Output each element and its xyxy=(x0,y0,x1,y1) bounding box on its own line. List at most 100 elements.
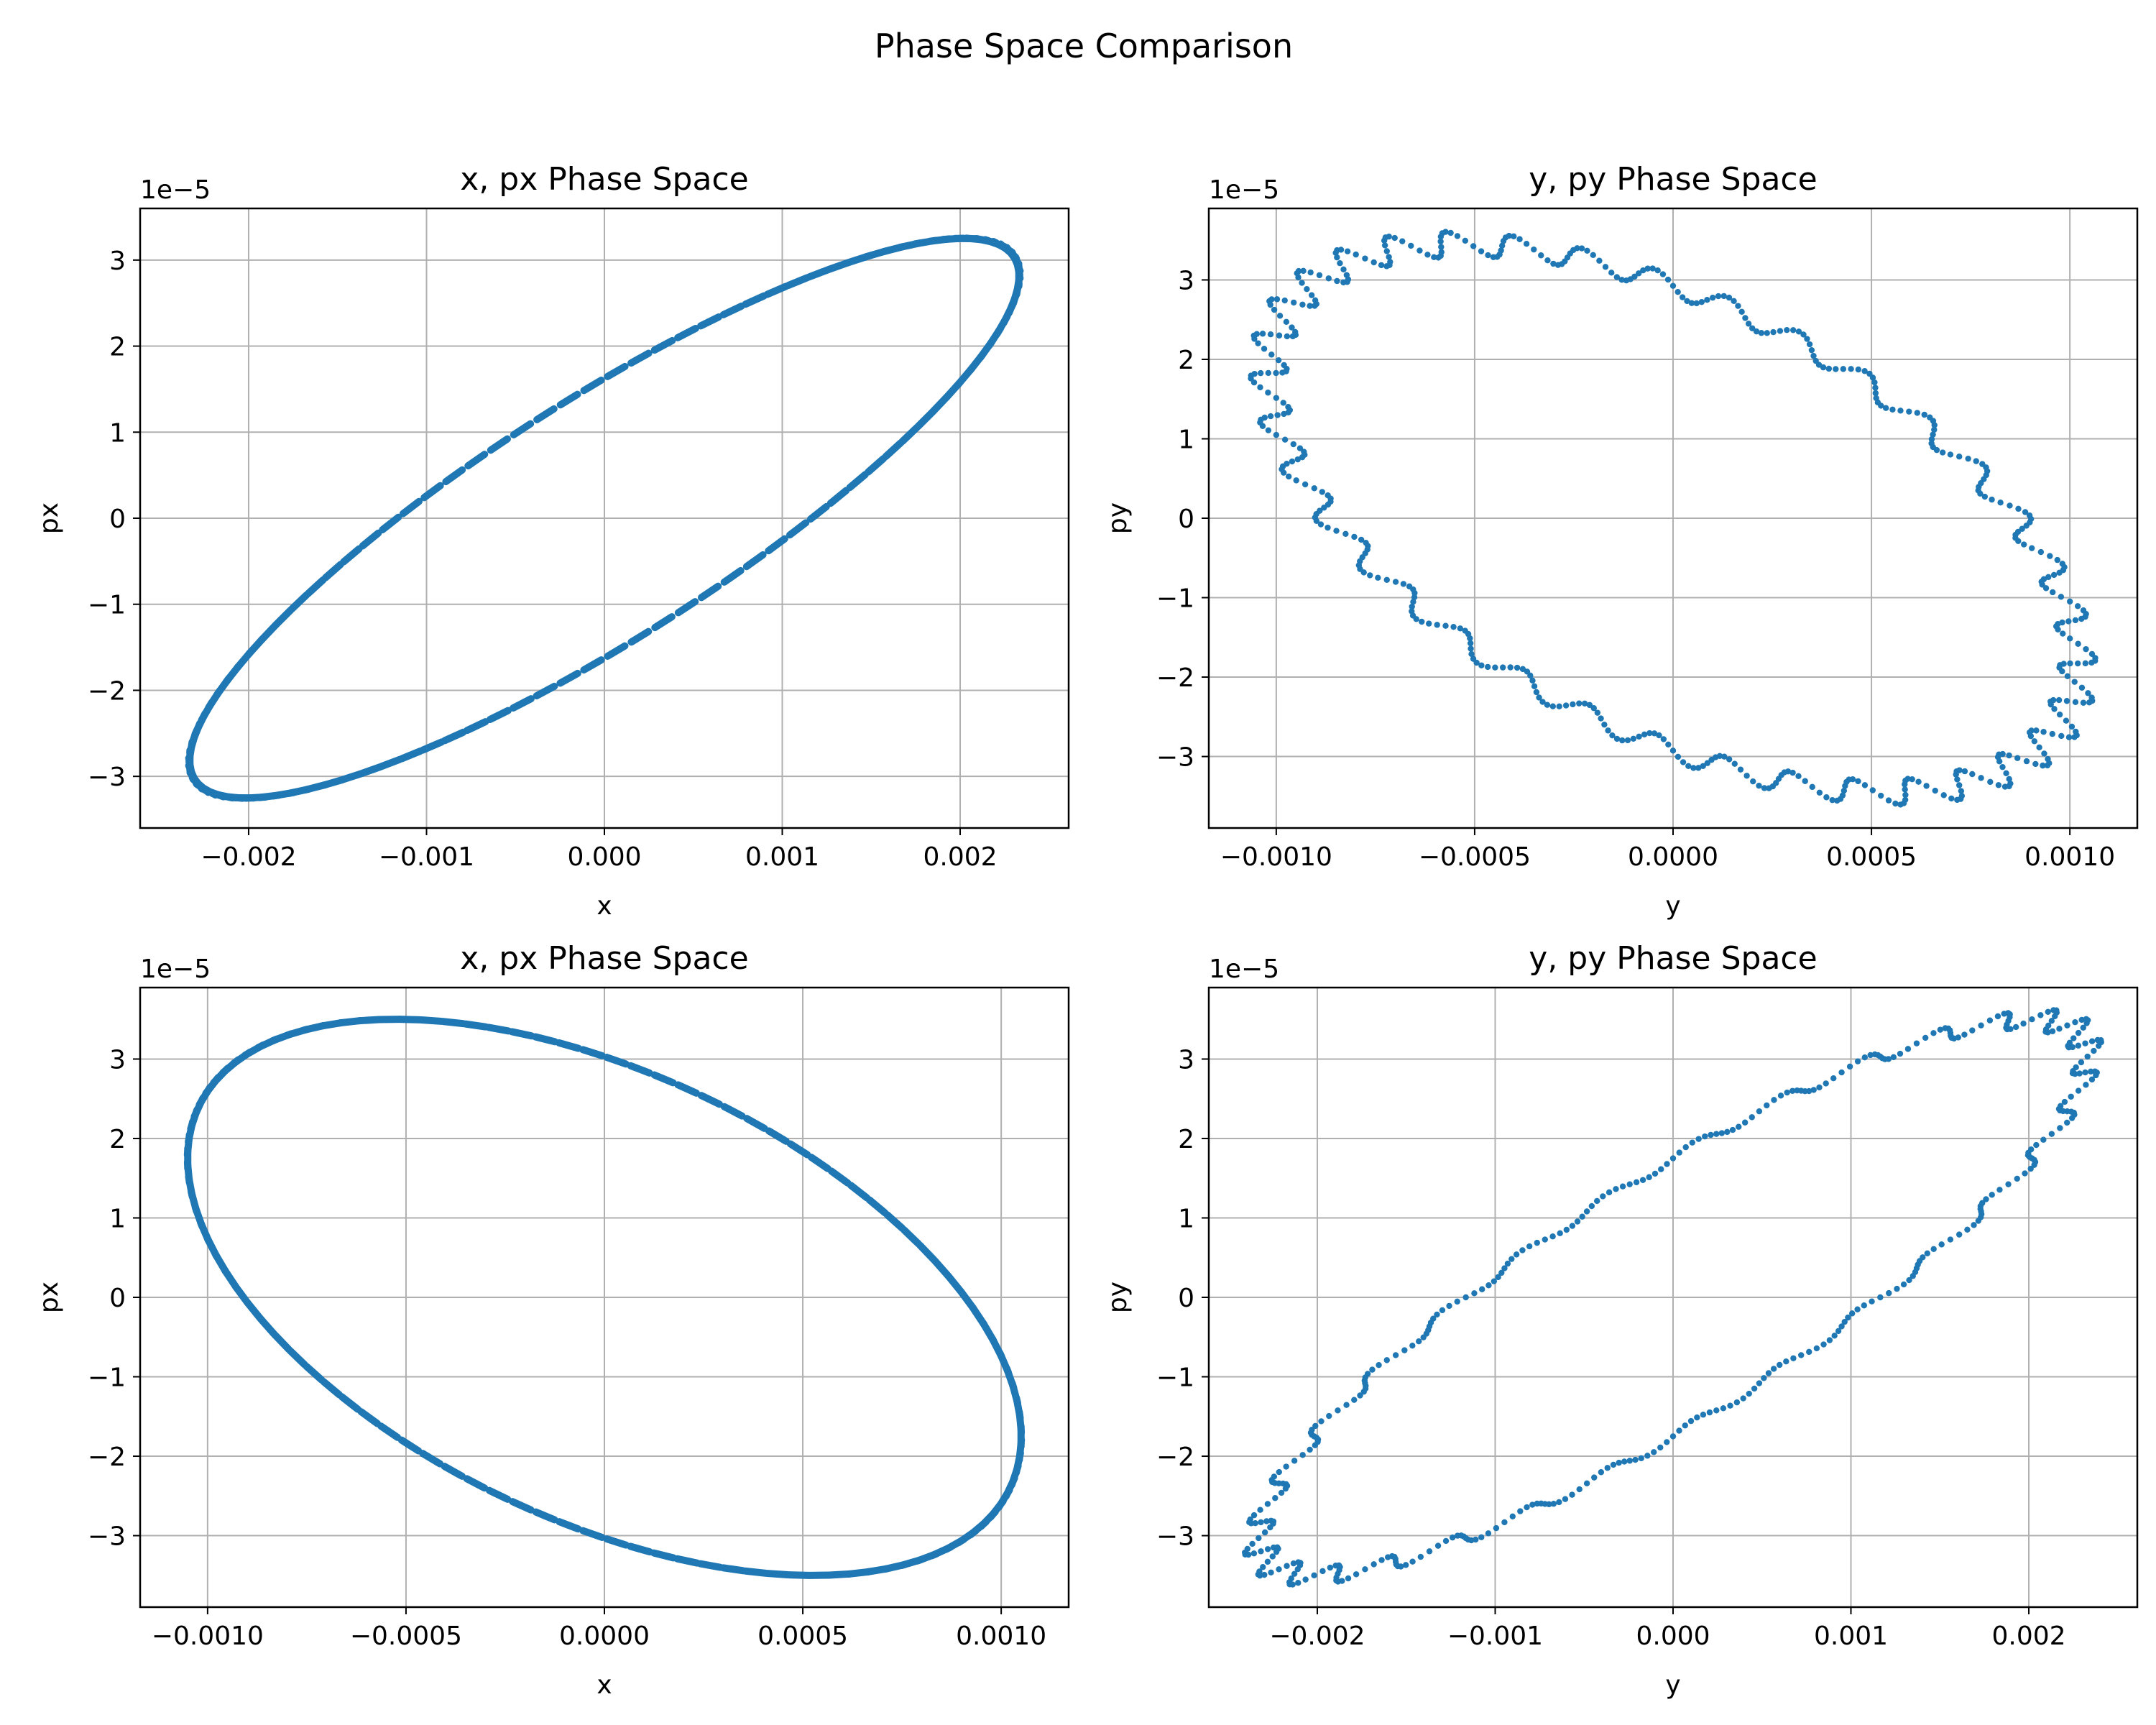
data-point xyxy=(2037,1012,2044,1018)
data-point xyxy=(1743,773,1750,779)
data-point xyxy=(1478,1286,1485,1292)
data-point xyxy=(1531,683,1538,690)
data-point xyxy=(556,669,581,687)
data-point xyxy=(1590,252,1596,259)
data-point xyxy=(2033,727,2040,734)
data-point xyxy=(2006,752,2012,759)
data-point xyxy=(1736,1123,1742,1130)
data-point xyxy=(1721,753,1728,760)
data-point xyxy=(1248,375,1254,382)
data-point xyxy=(1756,1380,1763,1386)
data-point xyxy=(827,1167,852,1187)
data-point xyxy=(1720,1405,1727,1412)
data-point xyxy=(1417,1553,1424,1560)
data-point xyxy=(1765,1370,1772,1376)
data-point xyxy=(1437,238,1444,245)
y-tick-label: −1 xyxy=(1156,584,1194,614)
data-point xyxy=(1400,581,1407,587)
data-point xyxy=(2070,1035,2077,1041)
data-point xyxy=(1273,395,1280,401)
data-point xyxy=(1398,1563,1404,1570)
y-tick-label: 2 xyxy=(1178,346,1194,375)
data-point xyxy=(1854,1306,1861,1312)
data-point xyxy=(763,282,790,298)
y-tick-label: 0 xyxy=(1178,505,1194,534)
y-axis-label: px xyxy=(34,502,64,534)
data-point xyxy=(2073,1064,2079,1071)
data-point xyxy=(882,439,905,461)
data-point xyxy=(1392,1352,1399,1358)
data-point xyxy=(1789,769,1796,776)
data-point xyxy=(1702,1133,1708,1140)
data-point xyxy=(1413,616,1419,622)
data-point xyxy=(1964,1226,1971,1233)
data-point xyxy=(2050,589,2056,596)
data-point xyxy=(1294,456,1301,463)
data-point xyxy=(2061,1098,2068,1105)
data-point xyxy=(1562,702,1570,709)
data-point xyxy=(1820,1341,1827,1348)
y-tick-label: −3 xyxy=(1156,1522,1194,1552)
data-point xyxy=(1616,1459,1622,1466)
data-point xyxy=(2047,553,2053,559)
data-point xyxy=(1610,1461,1617,1468)
data-point xyxy=(2049,730,2056,737)
data-point xyxy=(1845,1314,1851,1321)
data-point xyxy=(359,529,382,550)
data-point xyxy=(1841,1318,1848,1325)
data-point xyxy=(1495,1274,1501,1281)
data-point xyxy=(1606,1189,1613,1196)
data-point xyxy=(1586,702,1593,709)
x-tick-label: 0.0000 xyxy=(559,1622,650,1651)
data-point xyxy=(2045,1008,2051,1015)
data-point xyxy=(2015,505,2022,512)
data-point xyxy=(1659,271,1667,277)
data-point xyxy=(1808,346,1815,354)
data-point xyxy=(1798,1352,1805,1358)
data-point xyxy=(785,274,811,289)
data-point xyxy=(1600,1193,1606,1200)
data-point xyxy=(1789,327,1797,334)
data-point xyxy=(531,1033,559,1046)
data-point xyxy=(1669,1155,1677,1162)
data-point xyxy=(1920,1254,1926,1261)
data-point xyxy=(1299,301,1306,308)
data-point xyxy=(2027,1165,2034,1172)
data-point xyxy=(1983,1196,1989,1202)
data-point xyxy=(1741,1119,1749,1126)
data-point xyxy=(1362,1566,1368,1573)
data-point xyxy=(627,349,653,367)
data-point xyxy=(556,390,581,409)
data-point xyxy=(1544,257,1551,264)
data-point xyxy=(1939,449,1946,456)
data-point xyxy=(1669,748,1677,754)
data-point xyxy=(1402,1562,1409,1568)
data-point xyxy=(1439,1307,1446,1314)
data-point xyxy=(2014,755,2021,761)
data-point xyxy=(2080,607,2087,614)
data-point xyxy=(1362,255,1368,262)
data-point xyxy=(1383,1357,1390,1363)
data-point xyxy=(1312,1442,1319,1449)
data-point xyxy=(1665,741,1672,748)
x-tick-label: −0.001 xyxy=(379,842,474,872)
data-point xyxy=(604,642,629,660)
data-point xyxy=(2060,661,2067,667)
data-point xyxy=(1658,1166,1664,1172)
data-point xyxy=(1753,328,1760,335)
data-point xyxy=(742,292,768,308)
data-point xyxy=(1783,1358,1789,1365)
data-point xyxy=(1669,1433,1677,1440)
data-point xyxy=(1995,782,2002,788)
data-point xyxy=(1727,1402,1733,1409)
x-tick-label: 0.0010 xyxy=(2024,842,2115,872)
data-point xyxy=(1591,1474,1598,1481)
data-point xyxy=(898,423,921,445)
data-point xyxy=(441,728,467,745)
data-point xyxy=(1906,1276,1912,1284)
data-point xyxy=(1276,1468,1282,1476)
data-point xyxy=(1275,356,1282,364)
data-point xyxy=(1299,454,1306,461)
data-point xyxy=(1994,1013,2001,1020)
data-point xyxy=(1539,699,1546,705)
